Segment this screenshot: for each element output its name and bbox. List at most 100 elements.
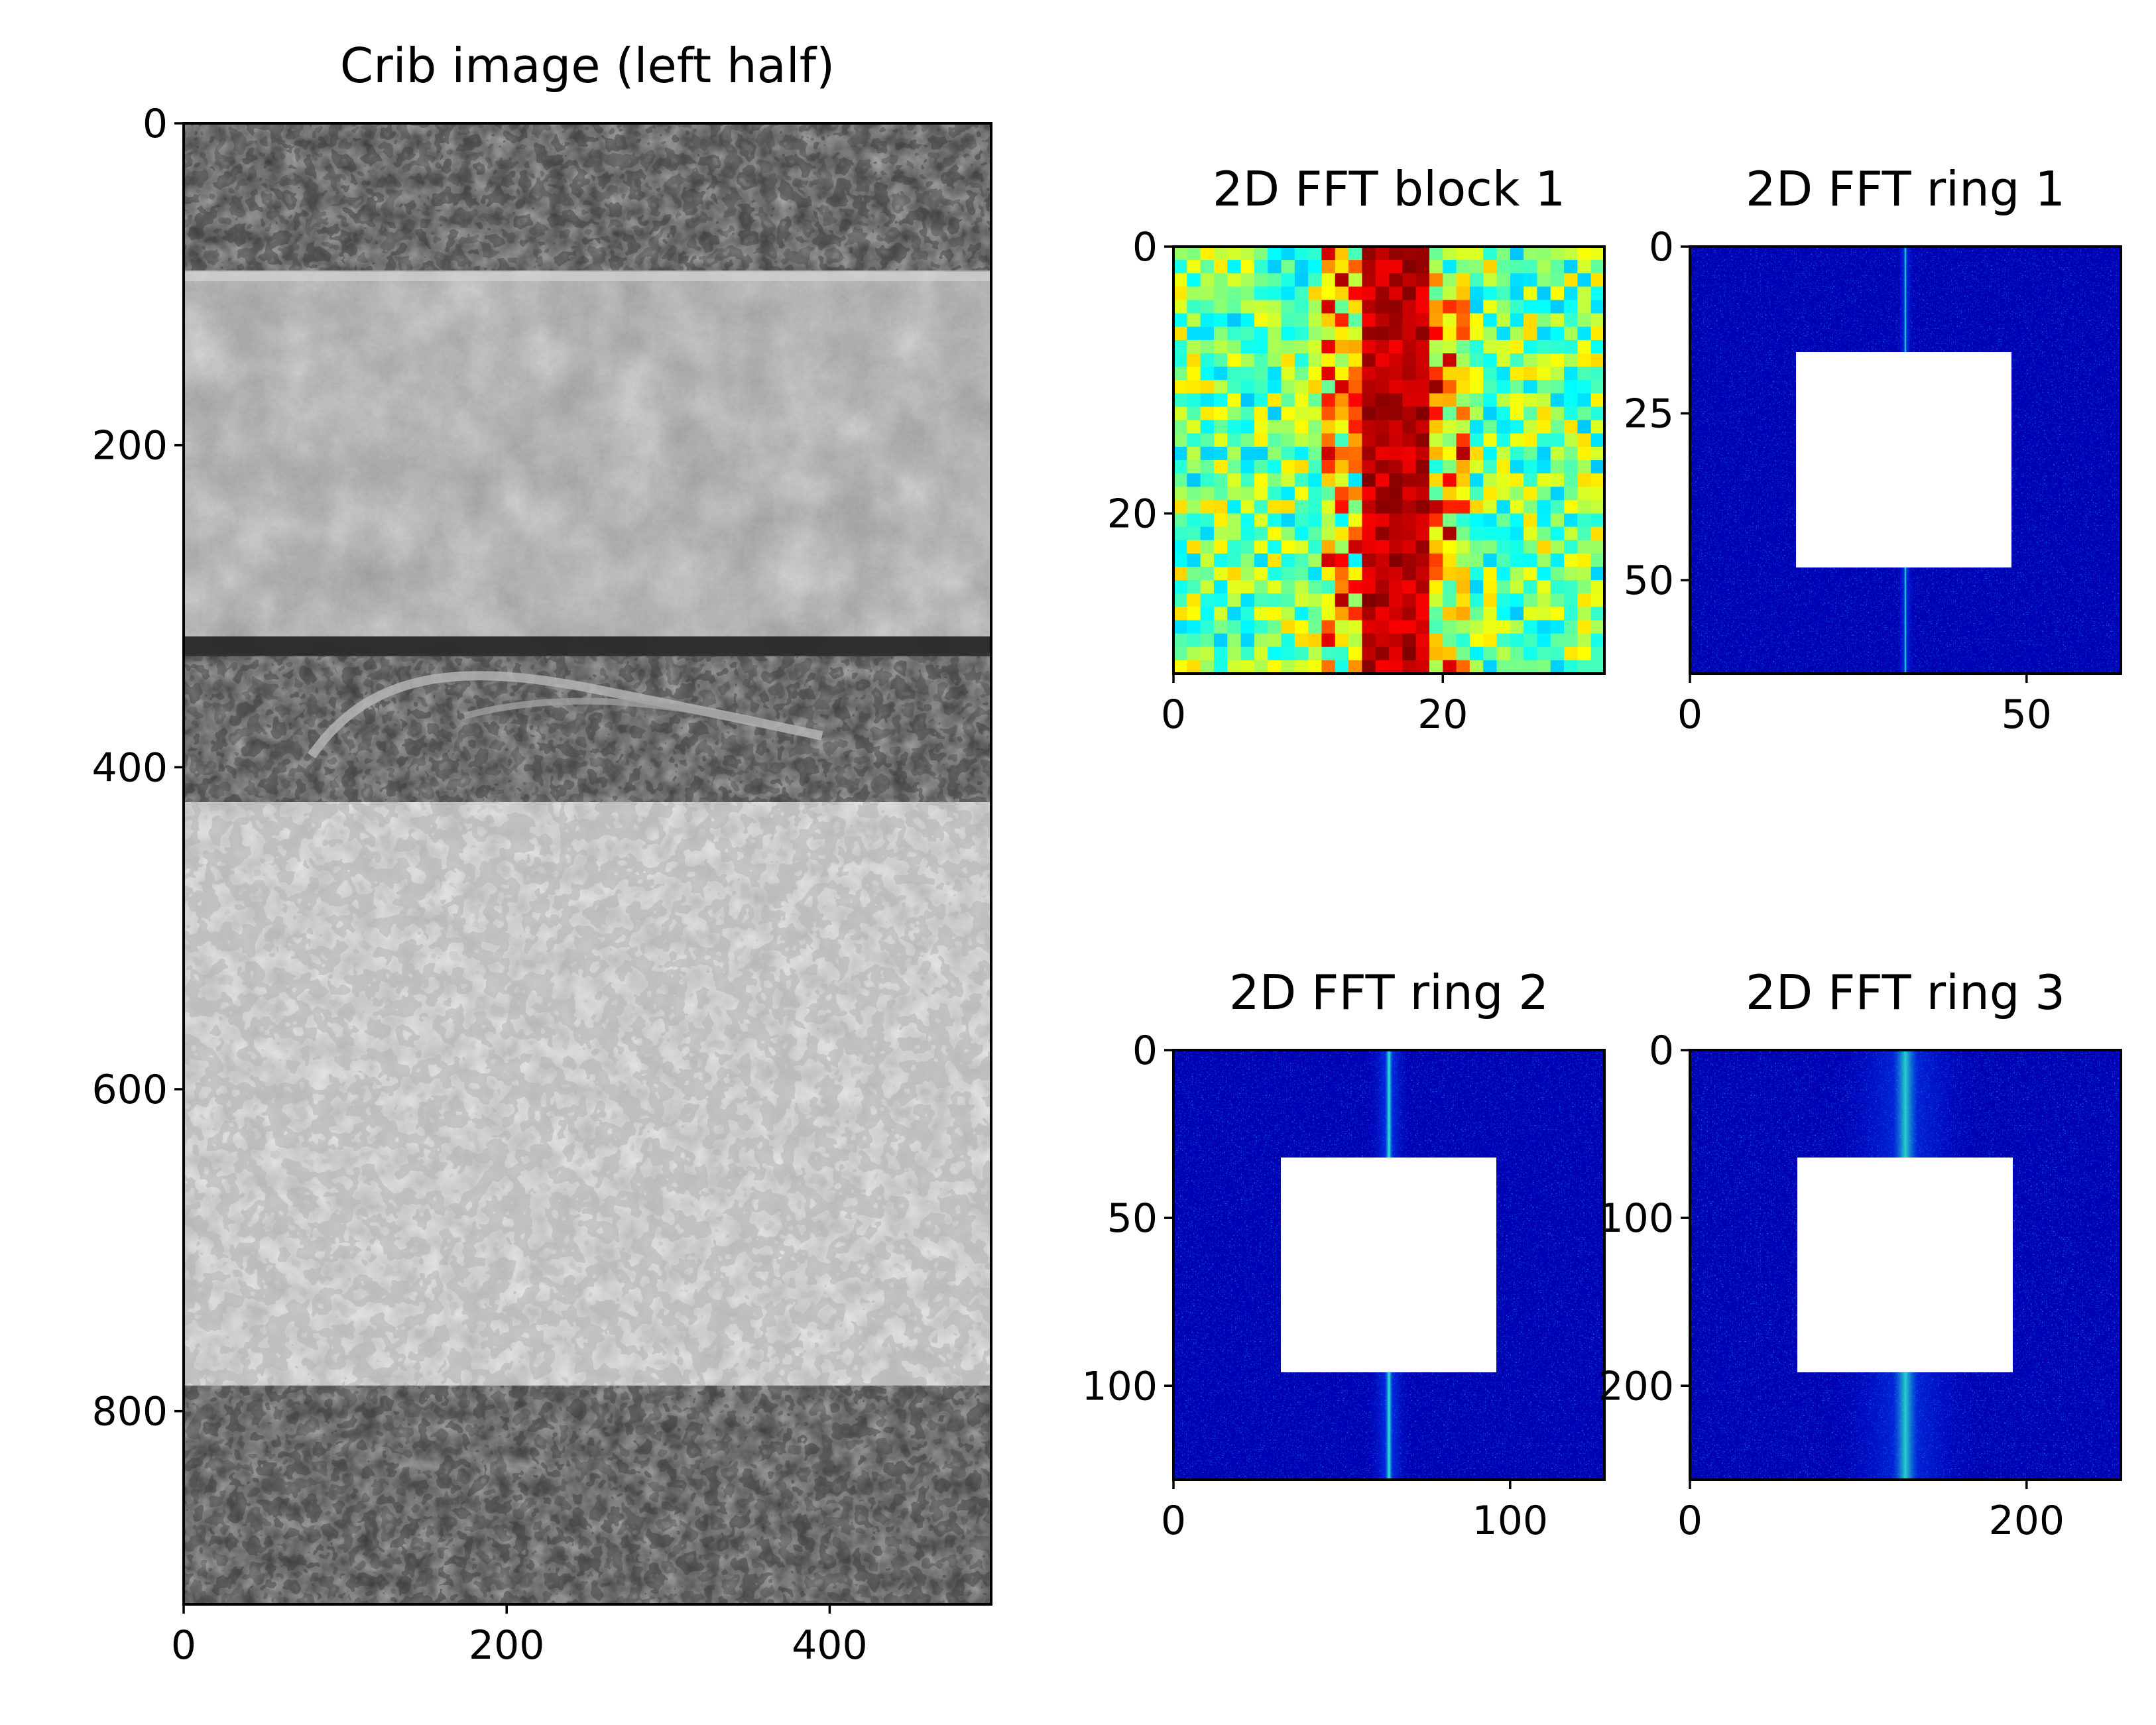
fft-block-1-cell <box>1389 580 1403 594</box>
fft-block-1-cell <box>1227 420 1242 434</box>
fft-block-1-cell <box>1308 660 1323 674</box>
fft-block-1-cell <box>1550 326 1565 341</box>
fft-block-1-cell <box>1240 633 1255 648</box>
fft-block-1-cell <box>1564 446 1578 461</box>
fft-block-1-cell <box>1335 460 1349 474</box>
fft-block-1-cell <box>1268 380 1282 394</box>
fft-block-1-cell <box>1173 620 1187 634</box>
fft-block-1-cell <box>1240 353 1255 367</box>
fft-block-1-cell <box>1389 433 1403 447</box>
fft-block-1-cell <box>1537 513 1551 528</box>
fft-block-1-cell <box>1335 286 1349 301</box>
fft-block-1-cell <box>1240 300 1255 314</box>
fft-block-1-cell <box>1173 660 1187 674</box>
fft-block-1-cell <box>1429 473 1443 487</box>
fft-block-1-cell <box>1173 420 1187 434</box>
fft-block-1-cell <box>1496 393 1511 408</box>
fft-block-1-cell <box>1200 367 1215 381</box>
fft-block-1-cell <box>1281 526 1295 541</box>
fft-block-1-cell <box>1469 260 1484 274</box>
fft-block-1-cell <box>1524 593 1538 607</box>
fft-block-1-cell <box>1415 339 1430 354</box>
fft-block-1-cell <box>1415 607 1430 621</box>
fft-block-1-cell <box>1321 273 1336 287</box>
fft-block-1-cell <box>1213 367 1228 381</box>
fft-block-1-cell <box>1429 367 1443 381</box>
fft-block-1-cell <box>1321 286 1336 301</box>
fft-block-1-cell <box>1469 526 1484 541</box>
fft-ring-1-mask <box>1796 352 2011 567</box>
fft-block-1-cell <box>1537 487 1551 501</box>
fft-block-1-cell <box>1537 353 1551 367</box>
fft-block-1-cell <box>1550 526 1565 541</box>
fft-block-1-cell <box>1294 513 1309 528</box>
fft-block-1-cell <box>1510 607 1524 621</box>
fft-block-1-cell <box>1227 300 1242 314</box>
fft-block-1-cell <box>1402 633 1417 648</box>
fft-block-1-cell <box>1240 339 1255 354</box>
fft-block-1-cell <box>1213 260 1228 274</box>
fft-block-1-cell <box>1469 580 1484 594</box>
fft-block-1-cell <box>1375 260 1390 274</box>
fft-block-1-cell <box>1415 326 1430 341</box>
fft-block-1-cell <box>1240 513 1255 528</box>
fft-block-1-cell <box>1294 473 1309 487</box>
fft-block-1-cell <box>1389 540 1403 554</box>
fft-block-1-cell <box>1590 660 1604 674</box>
fft-block-1-cell <box>1335 513 1349 528</box>
fft-block-1-cell <box>1590 353 1604 367</box>
fft-block-1-cell <box>1524 540 1538 554</box>
fft-block-1-cell <box>1254 620 1268 634</box>
fft-block-1-cell <box>1590 620 1604 634</box>
fft-block-1-cell <box>1524 526 1538 541</box>
fft-block-1-cell <box>1268 460 1282 474</box>
fft-block-1-cell <box>1429 260 1443 274</box>
fft-block-1-cell <box>1281 593 1295 607</box>
fft-block-1-cell <box>1227 553 1242 567</box>
fft-block-1-cell <box>1415 300 1430 314</box>
fft-block-1-cell <box>1227 487 1242 501</box>
fft-block-1-cell <box>1483 393 1498 408</box>
fft-block-1-cell <box>1281 353 1295 367</box>
fft-block-1-cell <box>1254 380 1268 394</box>
fft-block-1-ticks: 0 20 0 20 <box>1107 224 1468 738</box>
fft-block-1-cell <box>1415 286 1430 301</box>
crib-image-ytick-label: 200 <box>91 423 168 469</box>
fft-block-1-cell <box>1415 646 1430 661</box>
fft-block-1-cell <box>1375 313 1390 327</box>
fft-block-1-cell <box>1564 513 1578 528</box>
fft-block-1-cell <box>1213 620 1228 634</box>
fft-block-1-cell <box>1537 300 1551 314</box>
fft-block-1-cell <box>1443 286 1457 301</box>
fft-block-1-cell <box>1389 367 1403 381</box>
fft-block-1-cell <box>1402 553 1417 567</box>
fft-block-1-cell <box>1375 353 1390 367</box>
crib-image-xtick-label: 0 <box>171 1622 196 1669</box>
fft-block-1-cell <box>1294 620 1309 634</box>
fft-block-1-cell <box>1550 567 1565 581</box>
fft-ring-2-frame <box>1172 1049 1606 1481</box>
fft-block-1-cell <box>1496 420 1511 434</box>
fft-block-1-cell <box>1564 526 1578 541</box>
fft-block-1-cell <box>1321 380 1336 394</box>
fft-block-1-cell <box>1213 446 1228 461</box>
fft-block-1-cell <box>1483 446 1498 461</box>
fft-block-1-cell <box>1348 460 1362 474</box>
crib-image-ytick-label: 0 <box>143 101 168 147</box>
fft-block-1-cell <box>1213 406 1228 421</box>
fft-block-1-cell <box>1524 567 1538 581</box>
fft-block-1-cell <box>1496 567 1511 581</box>
fft-block-1-cell <box>1537 273 1551 287</box>
fft-block-1-cell <box>1402 420 1417 434</box>
fft-block-1-cell <box>1240 286 1255 301</box>
fft-block-1-cell <box>1254 339 1268 354</box>
fft-block-1-cell <box>1389 260 1403 274</box>
fft-ring-1-xtick-label: 0 <box>1677 691 1703 738</box>
fft-block-1-cell <box>1510 406 1524 421</box>
fft-block-1-cell <box>1496 633 1511 648</box>
fft-block-1-cell <box>1240 380 1255 394</box>
fft-block-1-cell <box>1456 646 1470 661</box>
fft-block-1-cell <box>1496 660 1511 674</box>
fft-block-1-cell <box>1173 326 1187 341</box>
fft-block-1-cell <box>1294 433 1309 447</box>
